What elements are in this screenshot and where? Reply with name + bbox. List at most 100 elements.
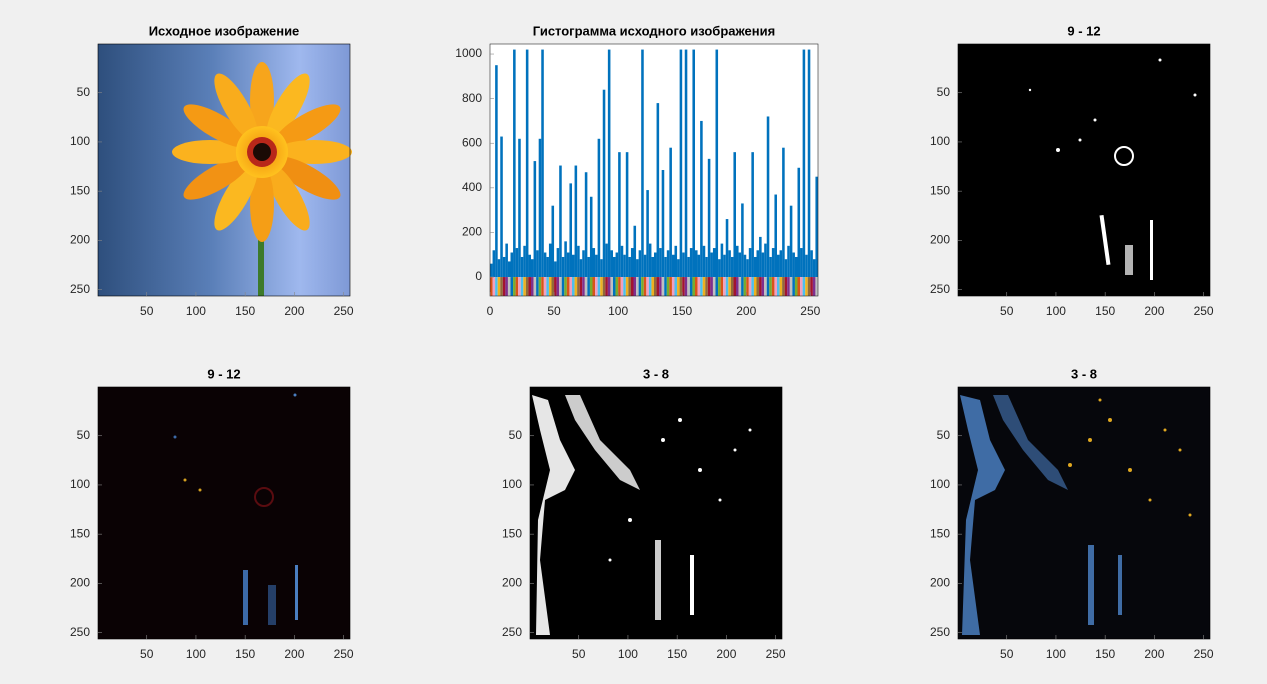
histogram-bar: [587, 256, 590, 278]
colormap-strip: [607, 277, 611, 296]
x-tick-label: 200: [284, 647, 304, 661]
colormap-strip: [613, 277, 616, 296]
axes-box: [957, 386, 1211, 640]
x-tick-label: 200: [284, 304, 304, 318]
colormap-strip: [589, 277, 593, 296]
x-tick-label: 250: [766, 647, 786, 661]
colormap-strip: [605, 277, 608, 296]
histogram-bar: [507, 261, 511, 278]
histogram-bar: [638, 250, 642, 278]
x-tick-label: 200: [1144, 304, 1164, 318]
colormap-strip: [566, 277, 570, 296]
colormap-strip: [546, 277, 549, 296]
colormap-strip: [597, 277, 601, 296]
histogram-bar: [513, 49, 516, 278]
axes-title: 3 - 8: [643, 366, 669, 381]
histogram-bar: [561, 256, 565, 278]
colormap-strip: [561, 277, 565, 296]
histogram-bar: [705, 256, 708, 278]
histogram-bar: [723, 254, 726, 278]
colormap-strip: [674, 277, 678, 296]
x-tick-label: 100: [186, 304, 206, 318]
colormap-strip: [551, 277, 555, 296]
y-tick-label: 100: [930, 134, 950, 148]
colormap-strip: [520, 277, 524, 296]
x-tick-label: 200: [736, 304, 756, 318]
colormap-strip: [548, 277, 552, 296]
histogram-bar: [753, 256, 757, 278]
histogram-bar: [789, 205, 793, 278]
colormap-strip: [505, 277, 508, 296]
x-tick-label: 50: [140, 304, 154, 318]
colormap-strip: [651, 277, 654, 296]
histogram-bar: [792, 252, 795, 278]
histogram-bar: [807, 49, 811, 278]
colormap-strip: [812, 277, 816, 296]
x-tick-label: 50: [1000, 304, 1014, 318]
histogram-bar: [766, 116, 770, 278]
colormap-strip: [738, 277, 742, 296]
colormap-strip: [805, 277, 808, 296]
y-tick-label: 0: [475, 269, 482, 283]
colormap-strip: [789, 277, 793, 296]
histogram-bar: [579, 259, 583, 278]
histogram-bar: [782, 147, 785, 278]
histogram-bar: [802, 49, 806, 278]
colormap-strip: [628, 277, 631, 296]
colormap-strip: [741, 277, 744, 296]
histogram-bar: [774, 194, 777, 278]
histogram-bar: [592, 248, 596, 278]
histogram-bar: [784, 259, 788, 278]
histogram-bar: [733, 152, 736, 278]
histogram-bar: [748, 248, 752, 278]
colormap-strip: [794, 277, 798, 296]
y-tick-label: 100: [70, 477, 90, 491]
histogram-bar: [741, 203, 744, 278]
histogram-bar: [751, 152, 754, 278]
histogram-bar: [543, 252, 547, 278]
y-tick-label: 250: [70, 282, 90, 296]
colormap-strip: [523, 277, 526, 296]
x-tick-label: 250: [1194, 647, 1214, 661]
colormap-strip: [646, 277, 649, 296]
colormap-strip: [807, 277, 811, 296]
colormap-strip: [490, 277, 493, 296]
axes-box: [489, 43, 819, 297]
histogram-bar: [702, 245, 706, 278]
colormap-strip: [664, 277, 667, 296]
y-tick-label: 600: [462, 135, 482, 149]
histogram-bar: [712, 248, 716, 278]
histogram-bar: [671, 254, 675, 278]
colormap-strip: [625, 277, 629, 296]
histogram-bar: [659, 248, 662, 278]
colormap-strip: [715, 277, 719, 296]
histogram-bar: [800, 248, 803, 278]
histogram-bar: [666, 250, 670, 278]
histogram-bar: [541, 49, 544, 278]
histogram-bar: [810, 250, 813, 278]
colormap-strip: [792, 277, 795, 296]
x-tick-label: 150: [235, 647, 255, 661]
image-bits-3-8-color: [958, 387, 1210, 639]
histogram-bar: [777, 254, 780, 278]
x-tick-label: 150: [235, 304, 255, 318]
histogram-bar: [633, 225, 637, 278]
colormap-strip: [743, 277, 747, 296]
histogram-bar: [615, 252, 619, 278]
histogram-bar: [589, 196, 593, 278]
histogram-bar: [628, 256, 631, 278]
histogram-bar: [505, 243, 508, 278]
colormap-strip: [515, 277, 519, 296]
colormap-strip: [592, 277, 596, 296]
colormap-strip: [730, 277, 734, 296]
histogram-bar: [623, 254, 626, 278]
histogram-bar: [779, 250, 783, 278]
histogram-bar: [518, 138, 521, 278]
colormap-strip: [797, 277, 801, 296]
axes-title: 3 - 8: [1071, 366, 1097, 381]
histogram-bar: [746, 259, 749, 278]
colormap-strip: [654, 277, 657, 296]
histogram-bar: [577, 245, 580, 278]
colormap-strip: [559, 277, 562, 296]
axes-title: Исходное изображение: [149, 23, 300, 38]
